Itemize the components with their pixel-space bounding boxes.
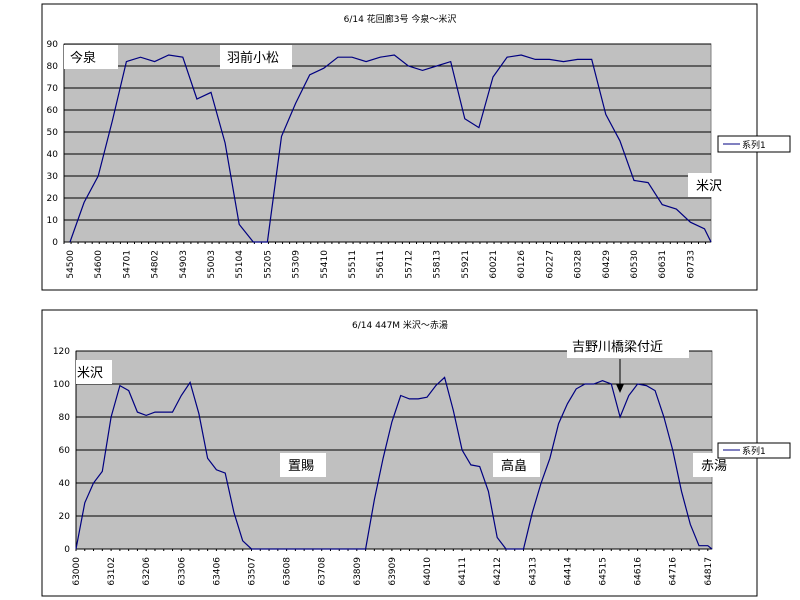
x-tick-label: 55712 [404, 250, 414, 279]
chart-title: 6/14 花回廊3号 今泉〜米沢 [344, 13, 457, 25]
annotation-label: 米沢 [696, 179, 722, 194]
y-tick-label: 40 [47, 150, 59, 160]
x-tick-label: 55104 [235, 250, 245, 279]
y-tick-label: 0 [52, 238, 58, 248]
legend: 系列1 [717, 135, 791, 153]
x-tick-label: 63306 [177, 557, 187, 586]
x-tick-label: 60733 [686, 250, 696, 279]
plot-background [63, 43, 712, 243]
x-tick-label: 55309 [292, 250, 302, 279]
annotation-yonezawa: 米沢 [76, 360, 112, 384]
y-tick-label: 100 [53, 380, 70, 390]
plot-area: 0 10 20 30 40 50 60 70 80 90 54500 54600 54701 54802 5… [47, 40, 712, 279]
annotation-label: 今泉 [70, 50, 96, 66]
chart-top: 6/14 花回廊3号 今泉〜米沢 0 10 20 30 40 50 60 70 80 90 5450… [41, 3, 791, 291]
x-tick-label: 64515 [599, 557, 609, 586]
x-tick-label: 54903 [179, 250, 189, 279]
x-tick-label: 63809 [353, 557, 363, 586]
y-tick-label: 20 [47, 194, 59, 204]
y-tick-label: 50 [47, 128, 59, 138]
y-tick-label: 70 [47, 84, 59, 94]
annotation-label: 置賜 [288, 459, 314, 474]
x-tick-label: 55611 [376, 250, 386, 279]
x-tick-label: 55205 [263, 250, 273, 279]
x-tick-label: 63102 [107, 557, 117, 586]
x-tick-label: 60631 [658, 250, 668, 279]
x-tick-label: 64414 [563, 557, 573, 586]
plot-area: 0 20 40 60 80 100 120 63000 63102 63206 63306 63406… [53, 347, 714, 586]
annotation-uzen-komatsu: 羽前小松 [220, 45, 292, 69]
x-tick-label: 63000 [72, 557, 82, 586]
annotation-label: 高畠 [501, 458, 527, 474]
x-tick-label: 64616 [634, 557, 644, 586]
x-tick-label: 60328 [574, 250, 584, 279]
annotation-imaizumi: 今泉 [64, 45, 118, 69]
annotation-yoshinogawa-bridge: 吉野川橋梁付近 [567, 334, 689, 393]
legend-label: 系列1 [742, 445, 766, 457]
x-tick-label: 63406 [212, 557, 222, 586]
y-tick-label: 30 [47, 172, 59, 182]
y-tick-label: 10 [47, 216, 59, 226]
x-tick-label: 64313 [528, 557, 538, 586]
x-tick-label: 64010 [423, 557, 433, 586]
x-tick-label: 60126 [517, 250, 527, 279]
y-tick-label: 80 [59, 413, 71, 423]
x-tick-label: 54701 [122, 250, 132, 279]
y-tick-label: 80 [47, 62, 59, 72]
chart-title: 6/14 447M 米沢〜赤湯 [352, 319, 448, 331]
x-tick-label: 63608 [283, 557, 293, 586]
annotation-label: 米沢 [77, 366, 103, 381]
annotation-label: 赤湯 [701, 459, 727, 474]
y-tick-label: 40 [59, 479, 71, 489]
x-tick-label: 63206 [142, 557, 152, 586]
x-tick-label: 54500 [66, 250, 76, 279]
annotation-takahata: 高畠 [493, 453, 540, 477]
x-tick-label: 63909 [388, 557, 398, 586]
x-tick-label: 55410 [320, 250, 330, 279]
y-tick-label: 120 [53, 347, 70, 357]
legend: 系列1 [717, 442, 791, 459]
annotation-label: 吉野川橋梁付近 [572, 340, 663, 355]
y-tick-label: 60 [59, 446, 71, 456]
x-tick-label: 63708 [318, 557, 328, 586]
chart-bottom: 6/14 447M 米沢〜赤湯 0 20 40 60 80 100 120 63000 6310… [41, 309, 791, 597]
arrow-head-icon [616, 384, 624, 393]
annotation-okitama: 置賜 [280, 453, 326, 477]
x-tick-label: 60021 [489, 250, 499, 279]
legend-label: 系列1 [742, 139, 766, 151]
x-tick-label: 60429 [602, 250, 612, 279]
x-tick-label: 63507 [248, 557, 258, 586]
x-tick-label: 64817 [704, 557, 714, 586]
x-tick-label: 55921 [461, 250, 471, 279]
y-tick-label: 0 [64, 545, 70, 555]
x-tick-label: 60530 [630, 250, 640, 279]
x-tick-label: 55003 [207, 250, 217, 279]
x-tick-label: 60227 [545, 250, 555, 279]
annotation-yonezawa: 米沢 [688, 173, 740, 197]
x-tick-label: 64716 [669, 557, 679, 586]
x-tick-label: 55511 [348, 250, 358, 279]
annotation-akayu: 赤湯 [693, 453, 740, 477]
series-line [75, 376, 713, 550]
x-tick-label: 54600 [94, 250, 104, 279]
y-tick-label: 90 [47, 40, 59, 50]
x-tick-label: 64111 [458, 557, 468, 586]
y-tick-label: 20 [59, 512, 71, 522]
x-tick-label: 55813 [433, 250, 443, 279]
x-tick-label: 64212 [493, 557, 503, 586]
x-tick-label: 54802 [151, 250, 161, 279]
y-tick-label: 60 [47, 106, 59, 116]
annotation-label: 羽前小松 [227, 50, 279, 66]
